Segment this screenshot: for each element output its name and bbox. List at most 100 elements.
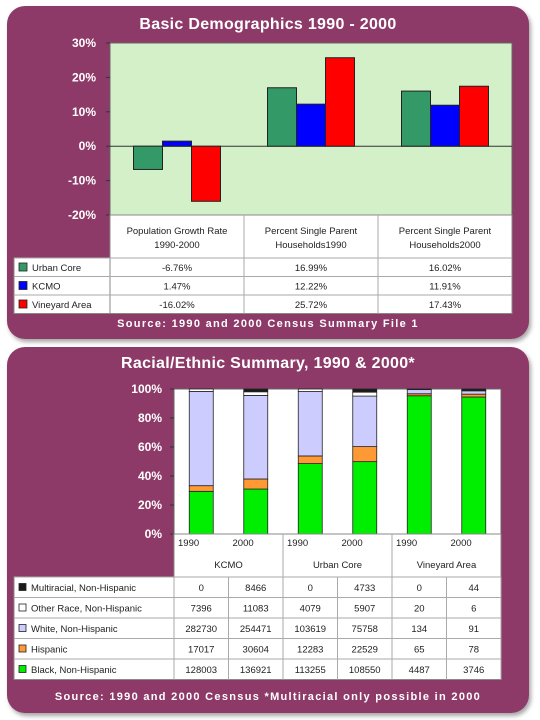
chart2-value-label: 103619 <box>294 624 326 635</box>
chart1-category-label: 1990-2000 <box>154 240 199 251</box>
chart2-legend-label: Hispanic <box>31 645 68 656</box>
chart1-bar <box>325 57 355 147</box>
chart1-category-label: Population Growth Rate <box>127 226 228 237</box>
chart2-value-label: 108550 <box>349 665 381 676</box>
chart2-legend-label: White, Non-Hispanic <box>31 624 118 635</box>
chart2-plot-area <box>173 388 502 535</box>
chart2-bar-segment <box>352 461 378 535</box>
chart2-bar-segment <box>188 485 214 492</box>
chart1-bar <box>296 103 326 147</box>
chart2-bar-segment <box>188 388 214 392</box>
chart2-bar-segment <box>243 478 269 490</box>
chart2-value-label: 4733 <box>354 583 375 594</box>
chart2-legend-swatch <box>18 665 27 673</box>
chart1-ytick-label: -10% <box>68 174 96 188</box>
chart1-title: Basic Demographics 1990 - 2000 <box>139 16 397 33</box>
chart2-bar-segment <box>243 395 269 480</box>
chart2-value-label: 17017 <box>188 645 214 656</box>
chart2-group-label: KCMO <box>214 560 243 571</box>
chart2-category-label: 1990 <box>396 538 417 549</box>
chart1-value-label: 17.43% <box>429 300 462 311</box>
chart2-bar-segment <box>406 389 432 395</box>
chart1-value-label: -6.76% <box>162 263 193 274</box>
chart2-category-label: 1990 <box>287 538 308 549</box>
chart2-legend-label: Multiracial, Non-Hispanic <box>31 583 136 594</box>
chart1-category-label: Households1990 <box>275 240 346 251</box>
chart2-value-label: 22529 <box>352 645 378 656</box>
chart1-value-label: 12.22% <box>295 282 328 293</box>
chart2-legend-swatch <box>18 583 27 591</box>
chart1-ytick-label: -20% <box>68 208 96 222</box>
chart2-category-label: 1990 <box>178 538 199 549</box>
chart2-bar-segment <box>461 388 487 392</box>
chart2-bar-segment <box>461 390 487 395</box>
chart1-category-label: Households2000 <box>409 240 480 251</box>
chart1-ytick-label: 0% <box>79 139 97 153</box>
chart2-bar-segment <box>297 388 323 392</box>
chart2-value-label: 78 <box>468 645 479 656</box>
chart1-bar <box>459 85 489 147</box>
chart2-value-label: 5907 <box>354 604 375 615</box>
chart2-value-label: 65 <box>414 645 425 656</box>
chart1-bar <box>162 140 192 147</box>
chart1-ytick-label: 30% <box>72 36 96 50</box>
chart2-value-label: 11083 <box>243 604 269 615</box>
chart2-ytick-label: 80% <box>138 411 162 425</box>
chart2-bar-segment <box>352 395 378 448</box>
chart2-bar-segment <box>243 388 269 393</box>
chart2-bar-segment <box>188 391 214 487</box>
chart1-bar <box>133 145 163 170</box>
chart1-legend-cells <box>13 257 111 314</box>
chart2-legend-swatch <box>18 603 27 612</box>
chart2-source: Source: 1990 and 2000 Cesnsus *Multiraci… <box>54 691 482 703</box>
chart2-ytick-label: 20% <box>138 498 162 512</box>
chart2-category-label: 2000 <box>233 538 254 549</box>
chart2-value-label: 128003 <box>185 665 217 676</box>
chart2-bar-segment <box>352 446 378 463</box>
chart2-category-label: 2000 <box>451 538 472 549</box>
chart2-value-label: 254471 <box>240 624 272 635</box>
chart2-value-label: 282730 <box>185 624 217 635</box>
chart2-table-header <box>173 533 502 578</box>
chart2-svg: 100%80%60%40%20%0%1990 2000 1990 2000 1990 20… <box>13 382 502 680</box>
chart2-bar-segment <box>461 396 487 535</box>
chart2-legend-label: Black, Non-Hispanic <box>31 665 117 676</box>
chart2-legend-swatch <box>18 624 27 632</box>
chart2-value-label: 0 <box>308 583 313 594</box>
chart2-ytick-label: 40% <box>138 469 162 483</box>
chart1-category-label: Percent Single Parent <box>265 226 358 237</box>
chart2-value-label: 75758 <box>352 624 378 635</box>
demographics-panel: Basic Demographics 1990 - 2000 30% 20% 10%… <box>7 6 529 339</box>
chart2-value-label: 20 <box>414 604 425 615</box>
chart2-bar-segment <box>243 391 269 396</box>
chart2-ytick-label: 60% <box>138 440 162 454</box>
chart1-ytick-label: 20% <box>72 70 96 84</box>
chart2-bar-segment <box>352 388 378 393</box>
chart2-bar-segment <box>243 488 269 535</box>
chart2-bar-segment <box>297 391 323 457</box>
chart2-value-label: 7396 <box>191 604 212 615</box>
chart2-bar-segment <box>352 391 378 397</box>
chart1-legend-swatch <box>18 299 28 309</box>
chart1-legend-label: Urban Core <box>32 263 81 274</box>
chart1-bar <box>430 104 460 147</box>
chart2-value-label: 136921 <box>240 665 272 676</box>
chart2-value-label: 4079 <box>300 604 321 615</box>
chart2-bar-segment <box>461 393 487 398</box>
chart1-table <box>109 214 513 314</box>
chart2-value-label: 8466 <box>245 583 266 594</box>
chart2-value-label: 134 <box>411 624 427 635</box>
chart2-value-label: 0 <box>417 583 422 594</box>
chart2-bar-segment <box>406 388 432 391</box>
chart1-value-label: 16.02% <box>429 263 462 274</box>
chart2-value-label: 91 <box>468 624 479 635</box>
chart2-title: Racial/Ethnic Summary, 1990 & 2000* <box>121 355 415 372</box>
chart2-value-label: 113255 <box>295 665 326 676</box>
chart1-value-label: 16.99% <box>295 263 328 274</box>
chart1-category-label: Percent Single Parent <box>399 226 492 237</box>
chart2-value-label: 30604 <box>243 645 269 656</box>
chart2-bar-segment <box>406 395 432 535</box>
chart1-bar <box>191 145 221 202</box>
chart1-value-label: -16.02% <box>159 300 195 311</box>
chart2-value-label: 12283 <box>297 645 323 656</box>
